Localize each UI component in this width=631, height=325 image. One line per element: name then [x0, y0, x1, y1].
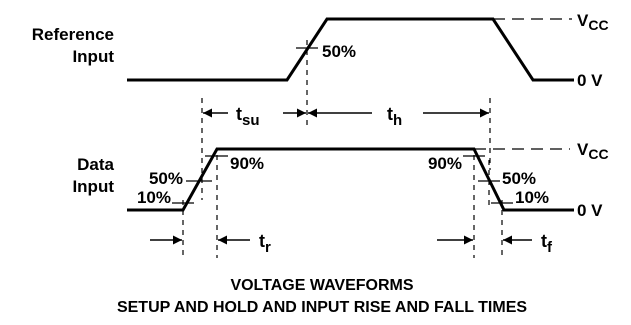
timing-arrows: [150, 108, 532, 245]
tr-label: tr: [259, 231, 271, 256]
tsu-label-sub: su: [242, 112, 260, 129]
reference-vcc-main: V: [577, 11, 589, 30]
fall-10-percent-label: 10%: [515, 188, 549, 207]
data-signal-line: [127, 147, 574, 212]
rise-10-percent-label: 10%: [137, 188, 171, 207]
caption-line1: VOLTAGE WAVEFORMS: [230, 277, 413, 294]
percentage-ticks: [172, 47, 513, 204]
reference-input-label-line1: Reference: [32, 25, 114, 44]
fall-50-percent-label: 50%: [502, 169, 536, 188]
dashed-reference-lines: [182, 40, 503, 258]
fall-90-percent-label: 90%: [428, 154, 462, 173]
data-zero-label: 0 V: [577, 201, 603, 220]
tf-label: tf: [541, 231, 553, 256]
tsu-label: tsu: [236, 104, 260, 129]
data-vcc-main: V: [577, 140, 589, 159]
tr-label-main: t: [259, 231, 265, 251]
tr-label-sub: r: [265, 239, 271, 256]
reference-vcc-sub: CC: [588, 17, 608, 33]
data-vcc-sub: CC: [588, 146, 608, 162]
data-vcc-label: VCC: [577, 140, 609, 162]
data-input-label-line1: Data: [77, 155, 114, 174]
reference-zero-label: 0 V: [577, 71, 603, 90]
th-label-main: t: [387, 104, 393, 124]
reference-waveform: [127, 17, 574, 82]
data-waveform: [127, 147, 574, 212]
tf-label-sub: f: [547, 239, 553, 256]
rise-50-percent-label: 50%: [149, 169, 183, 188]
tsu-label-main: t: [236, 104, 242, 124]
ref-50-percent-label: 50%: [322, 42, 356, 61]
th-label-sub: h: [393, 112, 402, 129]
rise-90-percent-label: 90%: [230, 154, 264, 173]
data-input-label-line2: Input: [72, 177, 114, 196]
reference-vcc-label: VCC: [577, 11, 609, 33]
reference-input-label-line2: Input: [72, 47, 114, 66]
th-label: th: [387, 104, 402, 129]
caption-line2: SETUP AND HOLD AND INPUT RISE AND FALL T…: [117, 299, 527, 316]
reference-signal-line: [127, 17, 574, 82]
tf-label-main: t: [541, 231, 547, 251]
